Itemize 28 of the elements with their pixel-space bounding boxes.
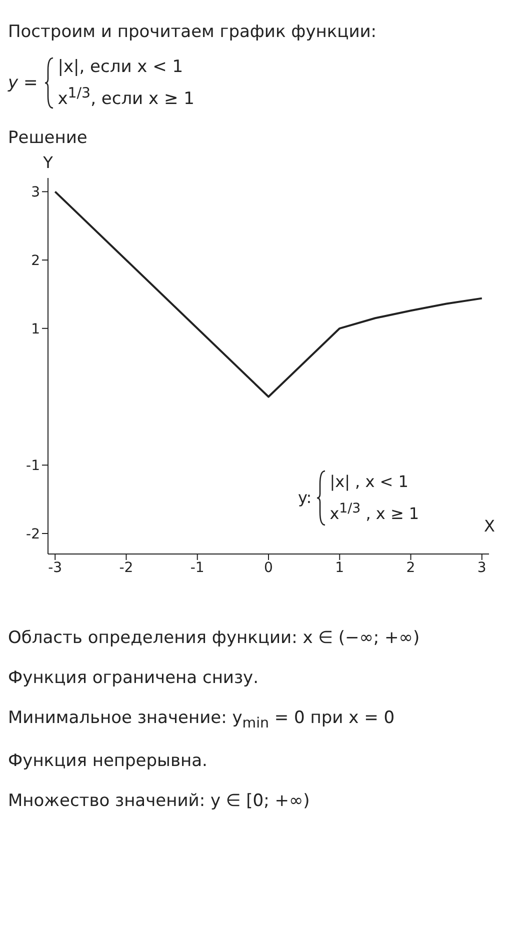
x-tick-label: -1 [190, 560, 204, 576]
text: y = [8, 72, 38, 93]
chart-title: Построим и прочитаем график функции: [8, 22, 377, 42]
text: Функция ограничена снизу. [8, 668, 258, 688]
x-tick-label: -2 [119, 560, 134, 576]
text: x$^{1/3}$, если x ≥ 1 [58, 85, 194, 109]
annotation: y: [298, 488, 312, 508]
y-tick-label: -1 [26, 458, 40, 474]
y-tick-label: 1 [31, 321, 40, 338]
text: Минимальное значение: y$_{min}$ = 0 при x = 0 [8, 708, 395, 732]
text: |x|, если x < 1 [58, 57, 184, 77]
y-axis-title: Y [42, 152, 54, 172]
x-tick-label: 1 [335, 560, 344, 576]
text: Множество значений: y ∈ [0; +∞) [8, 791, 310, 812]
x-tick-label: 3 [477, 560, 486, 576]
x-tick-label: -3 [48, 560, 62, 576]
chart-subtitle: Решение [8, 128, 88, 148]
annotation: |x| , x < 1 [330, 472, 408, 491]
annotation: x$^{1/3}$ , x ≥ 1 [330, 502, 420, 523]
y-tick-label: -2 [26, 526, 40, 542]
line-series [54, 190, 483, 398]
x-tick-label: 0 [264, 560, 273, 576]
x-tick-label: 2 [406, 560, 416, 576]
text: Функция непрерывна. [8, 751, 208, 772]
y-tick-label: 2 [31, 252, 40, 269]
x-axis-title: X [484, 516, 496, 536]
text: Область определения функции: x ∈ (−∞; +∞) [8, 628, 420, 648]
y-tick-label: 3 [31, 184, 40, 200]
